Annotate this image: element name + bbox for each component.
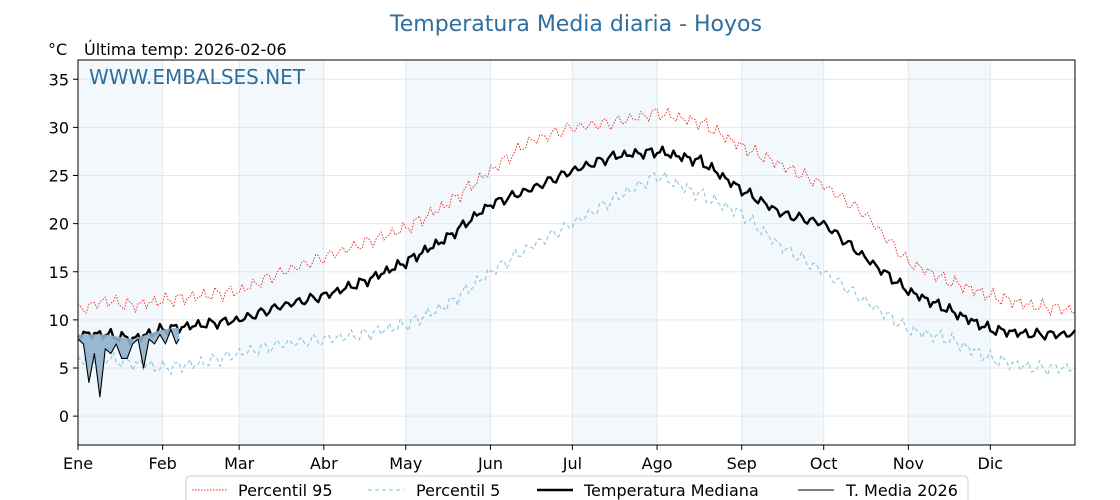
- x-tick-label-oct: Oct: [810, 454, 838, 473]
- y-tick-label: 35: [49, 70, 69, 89]
- series-line-percentil-5: [77, 171, 1076, 376]
- x-tick-label-nov: Nov: [893, 454, 924, 473]
- x-tick-label-may: May: [389, 454, 422, 473]
- x-tick-label-dic: Dic: [978, 454, 1004, 473]
- y-tick-label: 15: [49, 263, 69, 282]
- watermark: WWW.EMBALSES.NET: [89, 65, 306, 89]
- y-tick-label: 10: [49, 311, 69, 330]
- y-tick-label: 20: [49, 215, 69, 234]
- x-tick-label-sep: Sep: [727, 454, 757, 473]
- x-tick-label-jun: Jun: [477, 454, 503, 473]
- legend-label-percentil-5: Percentil 5: [416, 481, 500, 500]
- y-tick-label: 0: [59, 407, 69, 426]
- x-axis: Ene Feb Mar Abr May Jun Jul Ago Sep Oct Nov Dic: [63, 445, 1003, 473]
- month-band-nov: [908, 60, 991, 445]
- legend-label-t-media-2026: T. Media 2026: [845, 481, 958, 500]
- x-tick-label-abr: Abr: [310, 454, 338, 473]
- x-tick-label-mar: Mar: [224, 454, 255, 473]
- x-tick-label-ago: Ago: [642, 454, 673, 473]
- y-tick-label: 25: [49, 167, 69, 186]
- series-fill-t-media-2026: [78, 327, 180, 397]
- legend-label-percentil-95: Percentil 95: [238, 481, 333, 500]
- legend: Percentil 95 Percentil 5 Temperatura Media…: [185, 475, 969, 500]
- month-bands: [78, 60, 991, 445]
- x-tick-label-feb: Feb: [149, 454, 177, 473]
- y-tick-label: 5: [59, 359, 69, 378]
- y-axis: 0 5 10 15 20 25 30 35: [49, 70, 78, 426]
- legend-box: [185, 475, 969, 500]
- y-unit-label: °C: [48, 40, 67, 59]
- series-line-percentil-95: [77, 107, 1076, 316]
- x-tick-label-jul: Jul: [562, 454, 582, 473]
- month-band-may: [405, 60, 491, 445]
- chart-title: Temperatura Media diaria - Hoyos: [389, 12, 762, 37]
- series-layer: [77, 107, 1076, 398]
- legend-label-temperatura-mediana: Temperatura Mediana: [583, 481, 759, 500]
- plot-frame: [77, 59, 1076, 446]
- month-band-ene: [78, 60, 163, 445]
- y-tick-label: 30: [49, 118, 69, 137]
- series-line-t-media-2026: [77, 328, 180, 398]
- month-band-jul: [572, 60, 658, 445]
- x-tick-label-ene: Ene: [63, 454, 93, 473]
- last-temp-label: Última temp: 2026-02-06: [84, 40, 287, 59]
- series-line-temperatura-mediana: [77, 145, 1076, 346]
- month-band-mar: [239, 60, 324, 445]
